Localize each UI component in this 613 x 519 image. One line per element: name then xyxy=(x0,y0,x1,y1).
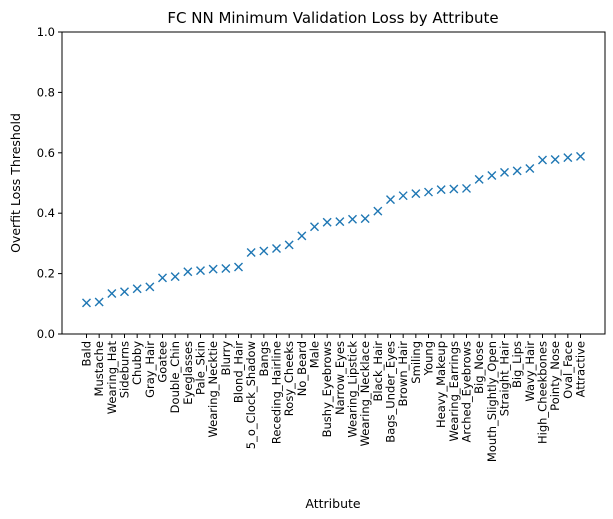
data-point xyxy=(107,289,117,299)
data-point xyxy=(310,222,319,232)
x-tick-label: Wearing_Lipstick xyxy=(346,341,360,438)
x-tick-label: Male xyxy=(308,341,322,368)
x-tick-label: Attractive xyxy=(574,341,588,397)
x-tick-label: Big_Nose xyxy=(472,341,486,394)
data-point xyxy=(297,231,307,241)
data-point xyxy=(373,206,383,216)
x-tick-label: Double_Chin xyxy=(168,341,182,413)
y-tick-label: 0.2 xyxy=(37,267,55,281)
data-point xyxy=(196,266,205,276)
data-point xyxy=(221,263,231,273)
data-point xyxy=(208,264,218,274)
data-point xyxy=(170,272,180,282)
data-point xyxy=(512,166,522,176)
x-tick-label: Goatee xyxy=(156,341,170,383)
y-tick-label: 0.4 xyxy=(37,206,55,220)
y-tick-label: 0.0 xyxy=(37,327,55,341)
x-tick-label: Bangs xyxy=(257,341,271,377)
data-point xyxy=(424,187,433,197)
x-tick-label: Pointy_Nose xyxy=(548,341,562,411)
data-point xyxy=(259,246,269,256)
x-tick-label: Chubby xyxy=(130,341,144,385)
data-point xyxy=(386,195,395,205)
x-tick-label: Smiling xyxy=(409,341,423,384)
x-tick-label: Young xyxy=(422,341,436,376)
data-point xyxy=(449,184,459,194)
data-point xyxy=(525,164,535,173)
data-point xyxy=(234,262,243,272)
data-point xyxy=(398,191,408,201)
x-tick-label: Bags_Under_Eyes xyxy=(384,341,398,443)
x-tick-label: 5_o_Clock_Shadow xyxy=(244,341,258,449)
x-tick-label: Mustache xyxy=(92,341,106,396)
data-point xyxy=(348,214,357,224)
x-tick-label: Big_Lips xyxy=(510,341,524,388)
data-point xyxy=(474,174,484,184)
data-point xyxy=(576,151,585,161)
y-tick-label: 0.8 xyxy=(37,85,55,99)
data-point xyxy=(158,273,167,283)
data-point xyxy=(335,217,345,227)
data-point xyxy=(436,185,446,195)
x-tick-label: Blond_Hair xyxy=(232,341,246,403)
data-point xyxy=(132,284,142,294)
x-tick-label: High_Cheekbones xyxy=(536,341,550,444)
x-tick-label: Wavy_Hair xyxy=(523,341,537,402)
x-tick-label: Narrow_Eyes xyxy=(333,341,347,415)
x-tick-label: Bald xyxy=(80,341,94,366)
x-tick-label: Oval_Face xyxy=(561,341,575,399)
data-point xyxy=(246,247,256,257)
x-tick-label: Black_Hair xyxy=(371,341,385,402)
data-point xyxy=(487,170,497,180)
data-points xyxy=(82,151,585,308)
x-tick-label: Arched_Eyebrows xyxy=(460,341,474,442)
y-axis-label: Overfit Loss Threshold xyxy=(8,113,23,253)
data-point xyxy=(500,167,509,177)
x-tick-label: Wearing_Necktie xyxy=(206,341,220,438)
x-tick-label: Heavy_Makeup xyxy=(434,341,448,428)
x-tick-label: Mouth_Slightly_Open xyxy=(485,341,499,462)
data-point xyxy=(284,240,294,250)
x-tick-label: Brown_Hair xyxy=(396,341,410,407)
x-tick-label: Eyeglasses xyxy=(181,341,195,405)
x-tick-label: Receding_Hairline xyxy=(270,341,284,444)
data-point xyxy=(82,298,91,308)
data-point xyxy=(411,189,421,199)
data-point xyxy=(94,297,104,307)
x-tick-label: Straight_Hair xyxy=(498,341,512,417)
y-axis: 0.0 0.2 0.4 0.6 0.8 1.0 xyxy=(37,25,62,341)
x-tick-label: Blurry xyxy=(219,341,233,376)
x-axis-label: Attribute xyxy=(305,496,361,511)
x-tick-label: Pale_Skin xyxy=(194,341,208,395)
data-point xyxy=(462,183,471,193)
y-tick-label: 1.0 xyxy=(37,25,55,39)
plot-area xyxy=(61,31,606,335)
x-tick-label: No_Beard xyxy=(295,341,309,396)
x-tick-label: Wearing_Earrings xyxy=(447,341,461,441)
y-tick-label: 0.6 xyxy=(37,146,55,160)
x-axis: BaldMustacheWearing_HatSideburnsChubbyGr… xyxy=(80,334,588,462)
x-tick-label: Wearing_Necklace xyxy=(358,341,372,446)
data-point xyxy=(272,244,281,254)
data-point xyxy=(538,155,547,165)
x-tick-label: Wearing_Hat xyxy=(105,341,119,415)
chart-title: FC NN Minimum Validation Loss by Attribu… xyxy=(167,9,498,27)
x-tick-label: Sideburns xyxy=(118,341,132,398)
x-tick-label: Bushy_Eyebrows xyxy=(320,341,334,437)
x-tick-label: Rosy_Cheeks xyxy=(282,341,296,416)
data-point xyxy=(145,282,155,292)
data-point xyxy=(183,267,193,277)
data-point xyxy=(360,214,370,224)
data-point xyxy=(550,154,560,164)
data-point xyxy=(563,153,573,163)
x-tick-label: Gray_Hair xyxy=(143,341,157,398)
data-point xyxy=(120,287,129,297)
data-point xyxy=(322,217,332,227)
